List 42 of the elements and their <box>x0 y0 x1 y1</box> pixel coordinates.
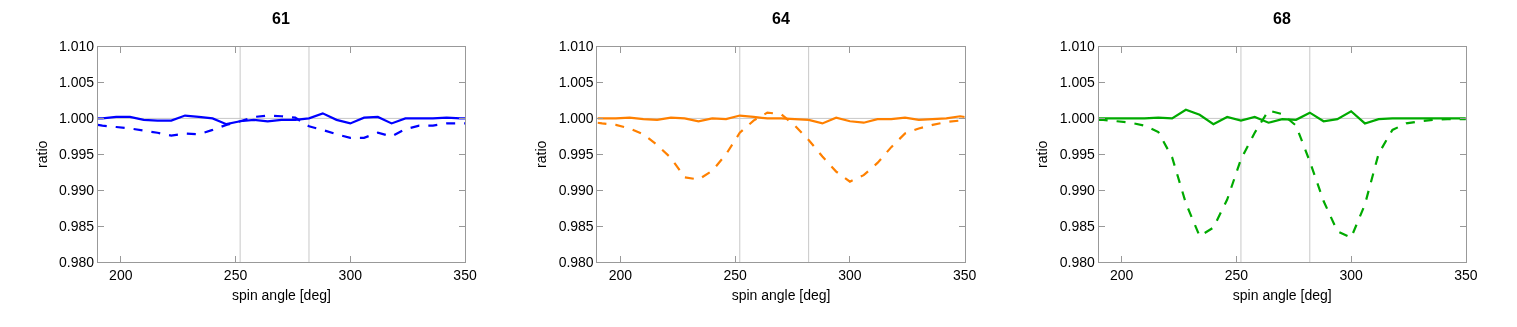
chart-title: 61 <box>272 10 290 27</box>
y-tick-label: 0.980 <box>58 253 95 270</box>
x-tick-label: 250 <box>223 266 248 283</box>
x-tick-label: 200 <box>1109 266 1134 283</box>
y-tick-label: 0.985 <box>1059 218 1096 235</box>
x-axis-title: spin angle [deg] <box>1232 287 1332 304</box>
chart-title: 64 <box>772 10 790 27</box>
y-tick-label: 1.005 <box>58 74 95 91</box>
y-axis-title: ratio <box>1034 140 1051 168</box>
y-tick-label: 0.990 <box>558 182 594 199</box>
x-tick-label: 350 <box>453 266 477 283</box>
y-tick-label: 0.985 <box>58 218 95 235</box>
y-tick-label: 0.990 <box>58 182 95 199</box>
x-tick-label: 200 <box>109 266 133 283</box>
y-tick-label: 1.010 <box>558 38 594 55</box>
x-tick-label: 250 <box>1224 266 1249 283</box>
y-tick-label: 1.000 <box>1059 110 1096 127</box>
x-tick-label: 200 <box>608 266 633 283</box>
x-tick-label: 350 <box>1454 266 1478 283</box>
y-tick-label: 0.995 <box>558 146 594 163</box>
y-tick-label: 1.000 <box>558 110 594 127</box>
y-tick-label: 1.010 <box>1059 38 1096 55</box>
x-tick-label: 300 <box>338 266 363 283</box>
y-tick-label: 1.005 <box>558 74 594 91</box>
x-axis-title: spin angle [deg] <box>731 287 831 304</box>
y-tick-label: 0.980 <box>558 253 594 270</box>
x-tick-label: 300 <box>1339 266 1363 283</box>
x-tick-label: 300 <box>838 266 862 283</box>
y-tick-label: 0.990 <box>1059 182 1096 199</box>
y-tick-label: 1.000 <box>58 110 95 127</box>
x-tick-label: 350 <box>953 266 977 283</box>
y-tick-label: 1.005 <box>1059 74 1096 91</box>
y-tick-label: 0.995 <box>58 146 95 163</box>
y-tick-label: 0.985 <box>558 218 594 235</box>
y-tick-label: 0.995 <box>1059 146 1096 163</box>
x-tick-label: 250 <box>723 266 748 283</box>
y-tick-label: 1.010 <box>58 38 95 55</box>
chart-title: 68 <box>1273 10 1291 27</box>
y-axis-title: ratio <box>533 140 550 168</box>
y-axis-title: ratio <box>33 140 50 168</box>
x-axis-title: spin angle [deg] <box>232 287 331 304</box>
y-tick-label: 0.980 <box>1059 253 1096 270</box>
